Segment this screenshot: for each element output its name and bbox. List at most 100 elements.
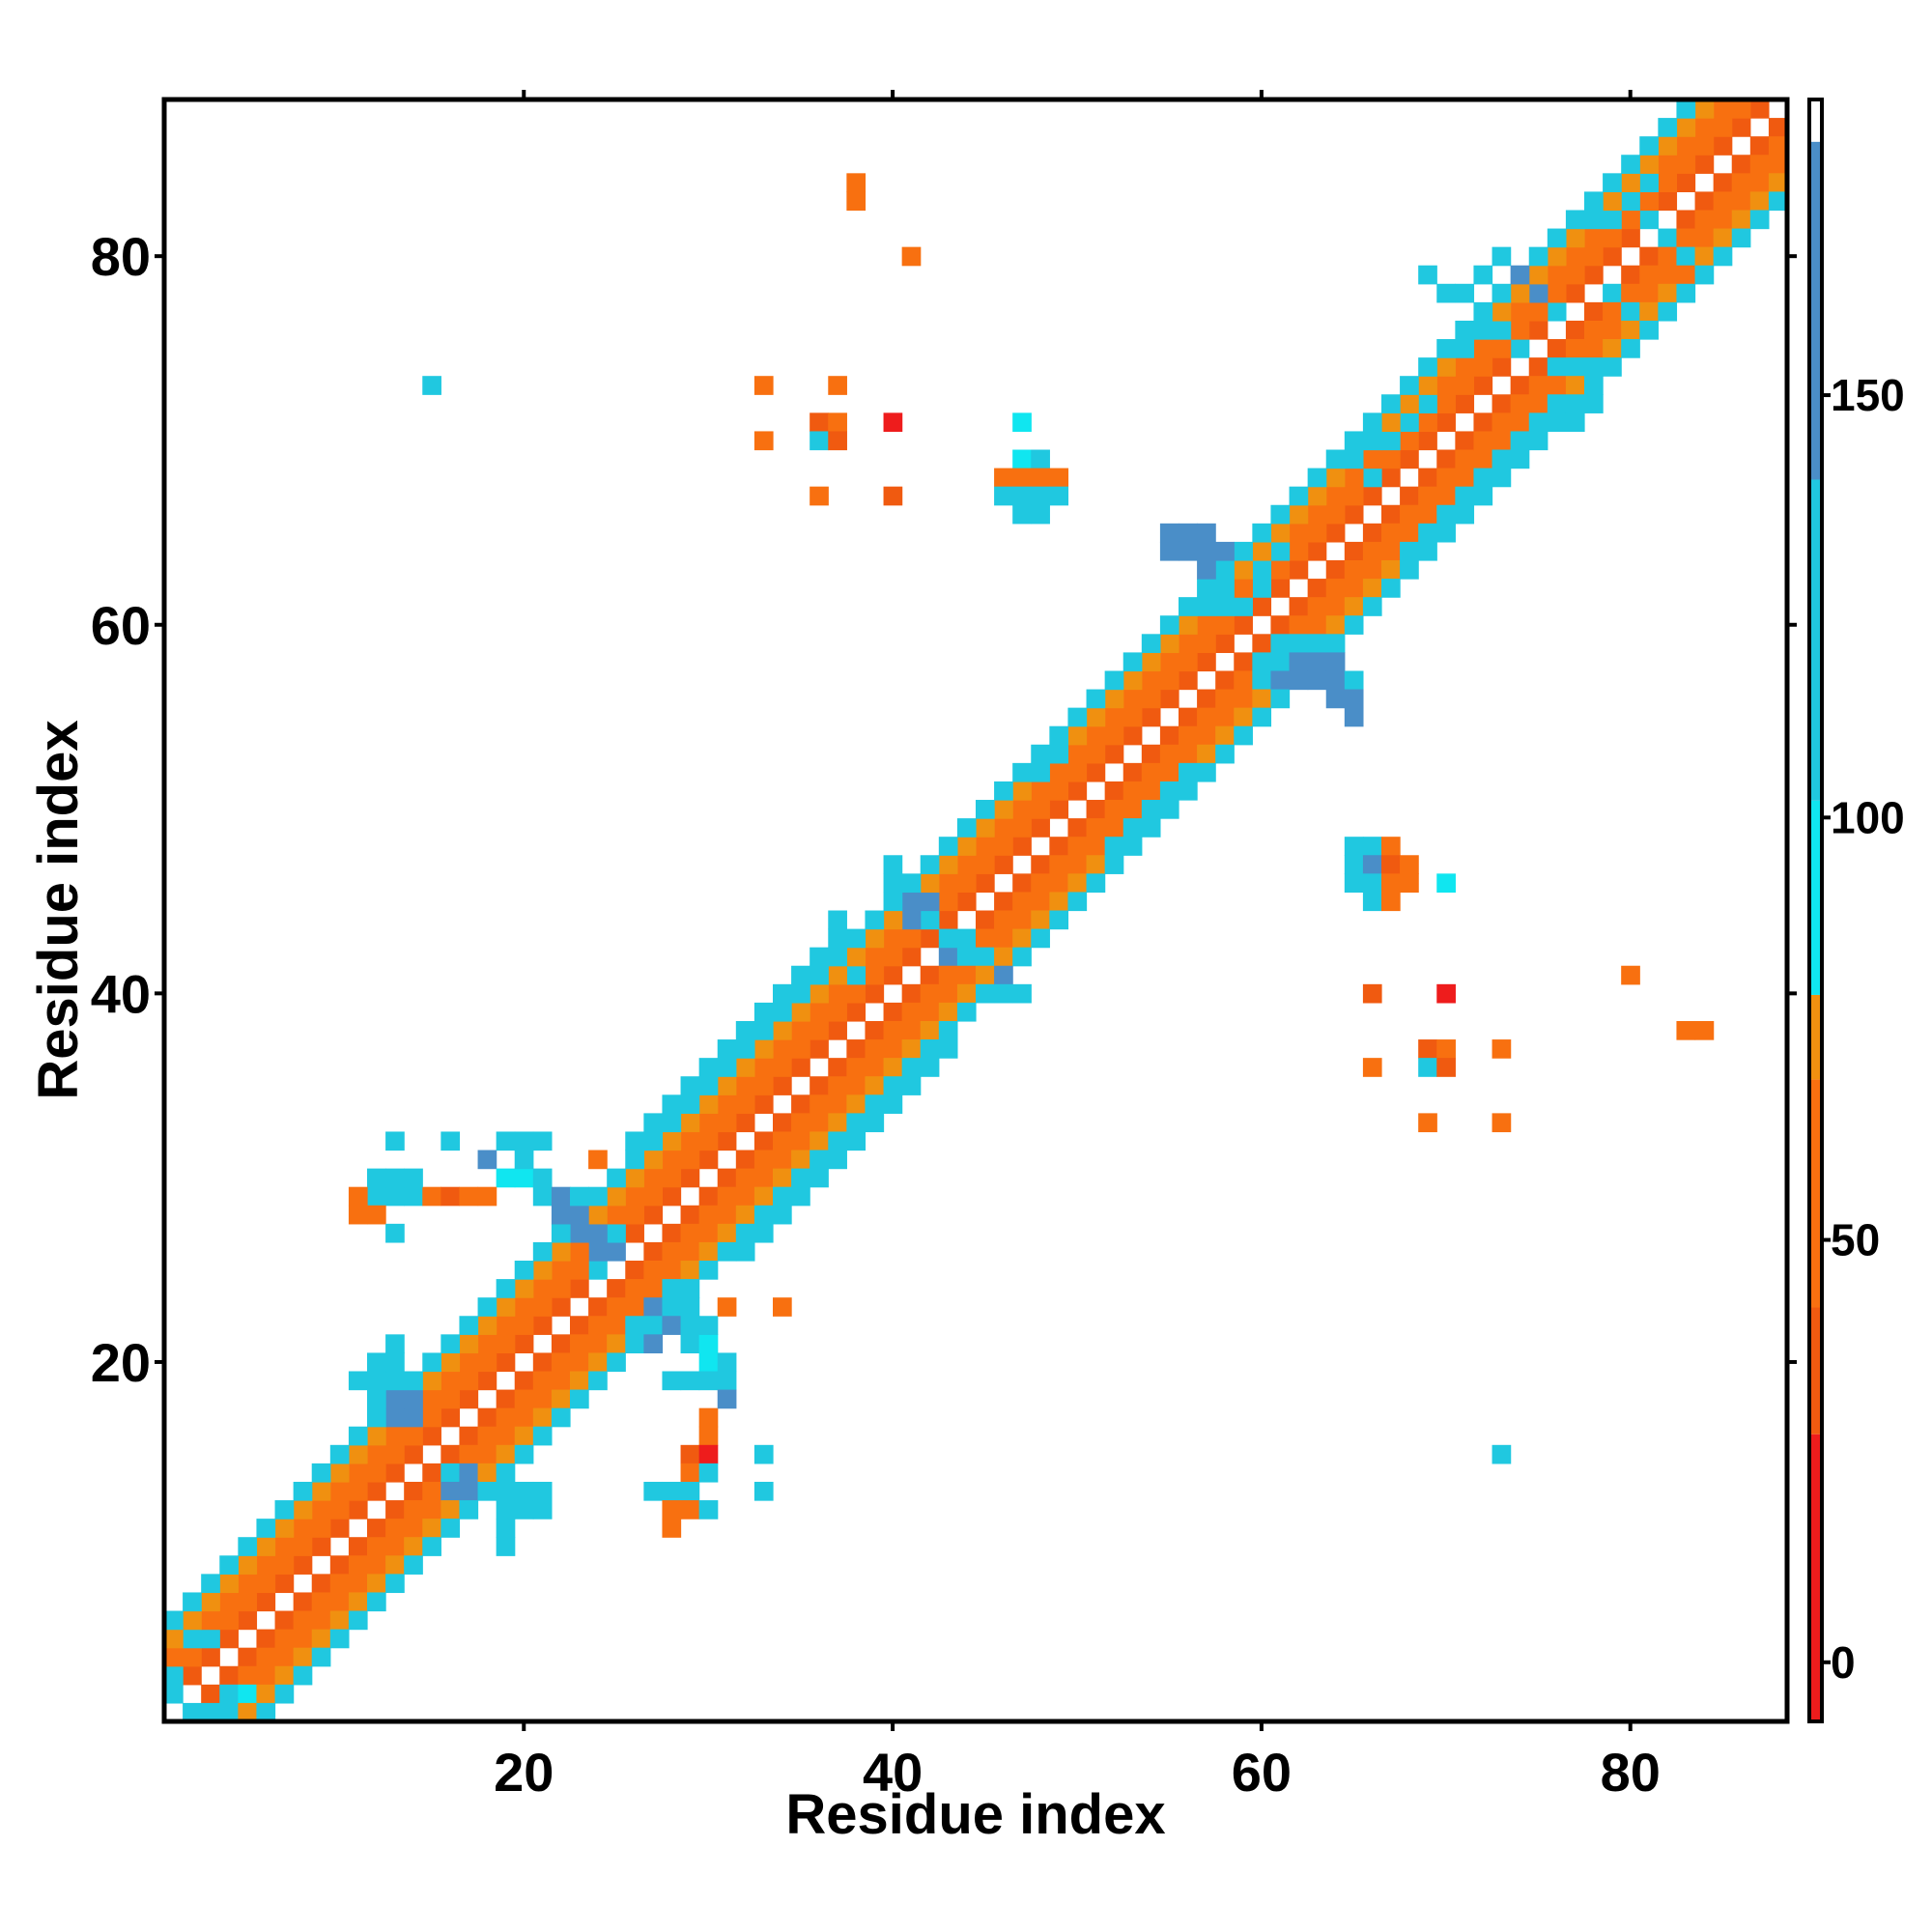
heatmap-cell [201, 1592, 220, 1612]
heatmap-cell [1528, 357, 1548, 377]
heatmap-cell [1492, 301, 1512, 322]
heatmap-cell [1141, 707, 1161, 727]
heatmap-cell [901, 928, 922, 949]
heatmap-cell [994, 800, 1013, 819]
heatmap-cell [1676, 136, 1696, 156]
heatmap-cell [680, 1463, 700, 1483]
heatmap-cell [1159, 725, 1179, 746]
heatmap-cell [404, 1555, 423, 1575]
heatmap-cell [1639, 210, 1659, 230]
heatmap-cell [588, 1223, 608, 1243]
heatmap-cell [956, 947, 977, 967]
heatmap-cell [773, 1020, 792, 1040]
heatmap-cell [828, 431, 847, 451]
heatmap-cell [1731, 210, 1751, 230]
heatmap-cell [532, 1131, 553, 1151]
heatmap-cell [1012, 818, 1032, 838]
heatmap-cell [1731, 155, 1751, 174]
heatmap-cell [625, 1297, 644, 1317]
heatmap-cell [1179, 762, 1198, 782]
heatmap-cell [753, 1131, 774, 1151]
heatmap-cell [1639, 320, 1659, 340]
heatmap-cell [662, 1186, 682, 1207]
heatmap-cell [496, 1168, 516, 1188]
heatmap-cell [588, 1186, 608, 1207]
heatmap-cell [994, 818, 1013, 838]
heatmap-cell [901, 892, 922, 912]
heatmap-cell [440, 1371, 461, 1391]
heatmap-cell [385, 1389, 405, 1409]
heatmap-cell [1325, 597, 1346, 616]
heatmap-cell [828, 947, 847, 967]
heatmap-cell [256, 1647, 276, 1667]
heatmap-cell [791, 983, 810, 1004]
heatmap-cell [1252, 523, 1272, 543]
heatmap-cell [385, 1168, 405, 1188]
heatmap-cell [976, 928, 995, 949]
heatmap-cell [717, 1113, 737, 1133]
heatmap-cell [643, 1131, 664, 1151]
heatmap-cell [1436, 468, 1456, 488]
heatmap-cell [791, 1094, 810, 1114]
heatmap-cell [1565, 210, 1585, 230]
heatmap-cell [643, 1113, 664, 1133]
heatmap-cell [1694, 99, 1715, 119]
heatmap-cell [422, 1426, 441, 1446]
heatmap-cell [1418, 357, 1437, 377]
heatmap-cell [256, 1684, 276, 1704]
heatmap-cell [735, 1241, 755, 1262]
heatmap-cell [1418, 541, 1437, 561]
heatmap-cell [1325, 486, 1346, 506]
heatmap-cell [1749, 173, 1770, 192]
colorbar-band [1809, 479, 1822, 801]
heatmap-cell [1122, 689, 1143, 709]
heatmap-cell [680, 1500, 700, 1520]
heatmap-cell [1012, 449, 1032, 469]
heatmap-cell [1749, 210, 1770, 230]
heatmap-cell [1289, 652, 1309, 672]
heatmap-cell [698, 1223, 719, 1243]
heatmap-cell [293, 1555, 313, 1575]
heatmap-cell [846, 965, 867, 985]
heatmap-cell [1584, 394, 1604, 413]
heatmap-cell [994, 837, 1013, 856]
heatmap-cell [791, 1168, 810, 1188]
heatmap-cell [367, 1537, 386, 1556]
heatmap-cell [238, 1537, 258, 1556]
heatmap-cell [828, 1058, 847, 1077]
heatmap-cell [1307, 670, 1327, 691]
heatmap-cell [532, 1168, 553, 1188]
heatmap-cell [422, 1463, 441, 1483]
heatmap-cell [1362, 486, 1382, 506]
x-tick-label: 60 [1232, 1742, 1292, 1803]
heatmap-cell [588, 1297, 608, 1317]
heatmap-cell [938, 928, 958, 949]
heatmap-cell [735, 1020, 755, 1040]
heatmap-cell [496, 1537, 516, 1556]
heatmap-cell [1510, 376, 1530, 395]
heatmap-cell [385, 1537, 405, 1556]
heatmap-cell [274, 1647, 295, 1667]
heatmap-cell [1584, 339, 1604, 358]
heatmap-cell [883, 1002, 903, 1022]
heatmap-cell [496, 1297, 516, 1317]
heatmap-cell [1436, 283, 1456, 303]
heatmap-cell [1436, 449, 1456, 469]
heatmap-cell [496, 1444, 516, 1464]
heatmap-cell [311, 1629, 331, 1649]
heatmap-cell [828, 928, 847, 949]
heatmap-cell [1362, 412, 1382, 433]
heatmap-cell [385, 1334, 405, 1354]
heatmap-cell [1289, 559, 1309, 580]
heatmap-cell [551, 1279, 571, 1298]
heatmap-cell [717, 1371, 737, 1391]
x-tick-label: 40 [863, 1742, 923, 1803]
heatmap-cell [1067, 892, 1088, 912]
heatmap-cell [643, 1481, 664, 1501]
heatmap-cell [532, 1389, 553, 1409]
colorbar: 0 50 100 150 [1807, 98, 1905, 1723]
heatmap-cell [810, 1076, 829, 1095]
heatmap-cell [1603, 210, 1622, 230]
heatmap-cell [607, 1316, 626, 1335]
heatmap-cell [1418, 265, 1437, 285]
